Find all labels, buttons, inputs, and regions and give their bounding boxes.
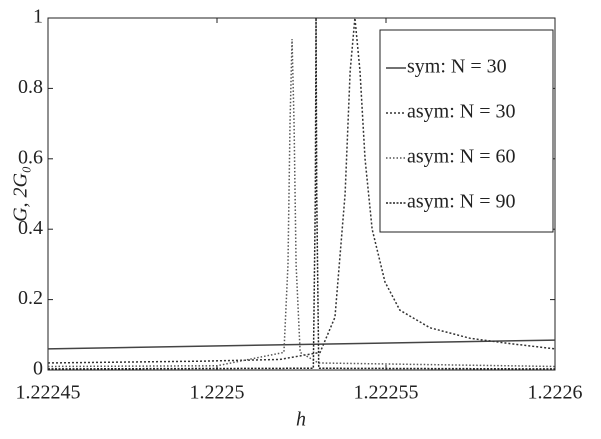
series-line: [47, 39, 556, 368]
x-axis-label: h: [296, 409, 306, 431]
y-tick-label: 1: [33, 6, 43, 28]
y-tick-label: 0: [33, 358, 43, 380]
x-tick-label: 1.22245: [16, 382, 81, 404]
y-tick-label: 0.6: [18, 146, 43, 168]
x-tick-label: 1.2225: [190, 382, 245, 404]
x-tick-label: 1.22255: [354, 382, 419, 404]
legend-label: asym: N = 30: [407, 101, 516, 123]
legend-box: [379, 29, 554, 233]
y-tick-label: 0.8: [18, 76, 43, 98]
y-tick-label: 0.4: [18, 217, 43, 239]
legend-label: asym: N = 60: [407, 146, 516, 168]
plot-frame: [47, 17, 556, 371]
series-line: [47, 339, 556, 350]
x-tick-label: 1.2226: [528, 382, 583, 404]
legend-label: sym: N = 30: [407, 56, 507, 78]
legend-label: asym: N = 90: [407, 191, 516, 213]
y-tick-label: 0.2: [18, 287, 43, 309]
y-axis-label: G, 2G₀: [10, 166, 32, 222]
series-line: [47, 17, 556, 364]
